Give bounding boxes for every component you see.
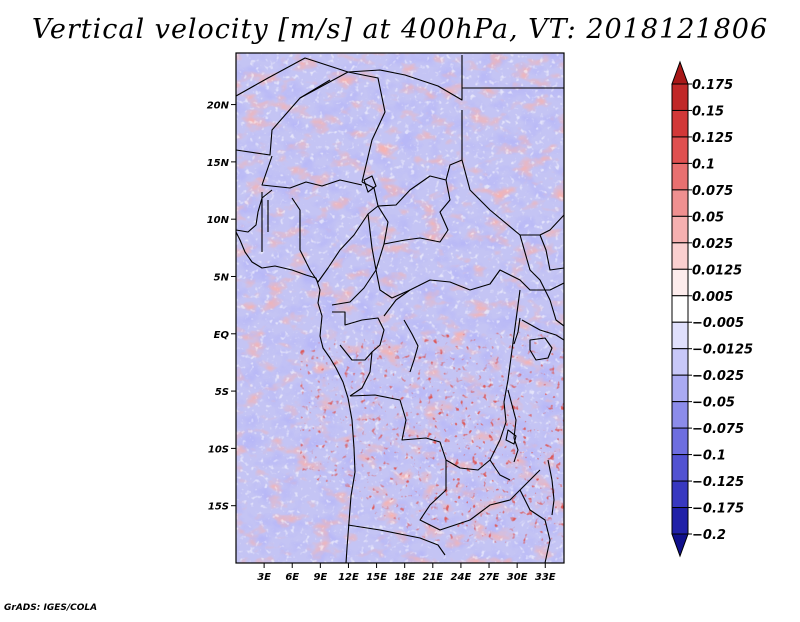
y-tick-label: EQ [214,330,230,341]
border-zambia [419,460,541,531]
colorbar-bin [671,136,689,164]
x-tick-label: 18E [394,572,415,583]
colorbar: 0.175 0.15 0.125 0.1 0.075 0.05 0.025 0.0125 0.0… [671,60,753,558]
colorbar-label: 0.15 [692,104,724,119]
y-tick-label: 5N [214,272,230,283]
colorbar-bin [671,242,689,270]
map-frame [235,52,565,564]
colorbar-bin [671,109,689,138]
lake-chad [363,175,377,193]
x-tick-label: 3E [257,572,271,583]
colorbar-bin [671,83,689,111]
border-libya-egypt [445,110,463,181]
colorbar-label: −0.025 [692,369,744,384]
colorbar-label: −0.175 [692,502,744,517]
congo-river [403,319,419,373]
colorbar-label: −0.075 [692,422,744,437]
border-mozambique [519,489,551,563]
border-ethiopia [539,234,564,271]
x-tick-label: 30E [507,572,528,583]
colorbar-bin [671,348,689,376]
border-nigeria [291,181,379,283]
y-tick-label: 5S [215,387,229,398]
colorbar-min-triangle [671,533,689,558]
lake-victoria [529,337,553,361]
colorbar-bin [671,215,689,244]
colorbar-max-triangle [671,60,689,85]
border-niger [299,71,386,183]
colorbar-bin [671,401,689,429]
colorbar-label: 0.125 [692,131,733,146]
colorbar-label: 0.175 [692,78,733,93]
x-tick-label: 27E [479,572,500,583]
colorbar-label: −0.0125 [692,343,753,358]
border-kenya [519,234,564,327]
x-tick-label: 15E [366,572,387,583]
colorbar-label: 0.05 [692,210,724,225]
border-west-africa [236,189,273,252]
lake-mweru [505,429,517,445]
x-tick-label: 24E [451,572,472,583]
y-tick-label: 10N [207,215,230,226]
colorbar-bin [671,454,689,482]
border-drc-east [489,289,521,461]
colorbar-bin [671,427,689,456]
coastline [236,231,356,563]
colorbar-bin [671,374,689,403]
border-gabon-congo [332,311,385,361]
colorbar-bin [671,295,689,323]
colorbar-label: 0.0125 [692,263,742,278]
y-tick-label: 20N [207,101,230,112]
y-tick-label: 10S [208,444,229,455]
software-credit: GrADS: IGES/COLA [4,603,98,613]
colorbar-label: −0.1 [692,449,726,464]
x-axis: 3E 6E 9E 12E 15E 18E 21E 24E 27E 30E 33E [257,563,556,583]
velocity-field [236,53,564,563]
y-tick-label: 15S [208,502,229,513]
lake-albert [513,317,521,345]
lake-tanganyika [507,389,519,463]
x-tick-label: 12E [338,572,359,583]
border-drc-north [383,289,411,317]
colorbar-bin [671,268,689,297]
border-mali-niger [261,155,363,189]
x-tick-label: 6E [285,572,299,583]
colorbar-bin [671,507,689,535]
border-cameroon [331,213,377,306]
colorbar-bin [671,189,689,217]
x-tick-label: 21E [422,572,443,583]
colorbar-label: −0.2 [692,528,726,543]
colorbar-label: −0.005 [692,316,744,331]
colorbar-label: −0.125 [692,475,744,490]
x-tick-label: 33E [535,572,556,583]
colorbar-label: −0.05 [692,396,735,411]
colorbar-label: 0.075 [692,184,733,199]
chart-title: Vertical velocity [m/s] at 400hPa, VT: 2… [31,14,769,45]
lake-malawi [547,459,555,516]
border-north [236,55,463,101]
border-chad [377,175,451,245]
colorbar-bin [671,321,689,350]
y-tick-label: 15N [207,158,230,169]
political-borders [236,55,564,563]
x-tick-label: 9E [313,572,327,583]
colorbar-label: 0.025 [692,237,733,252]
colorbar-label: 0.1 [692,157,715,172]
border-tanzania [521,319,564,341]
border-drc-west [349,351,373,397]
border-car [375,243,564,299]
colorbar-label: 0.005 [692,290,733,305]
colorbar-bin [671,480,689,509]
border-angola-south [347,524,446,556]
colorbar-bin [671,162,689,191]
y-axis: 20N 15N 10N 5N EQ 5S 10S 15S [207,101,236,513]
